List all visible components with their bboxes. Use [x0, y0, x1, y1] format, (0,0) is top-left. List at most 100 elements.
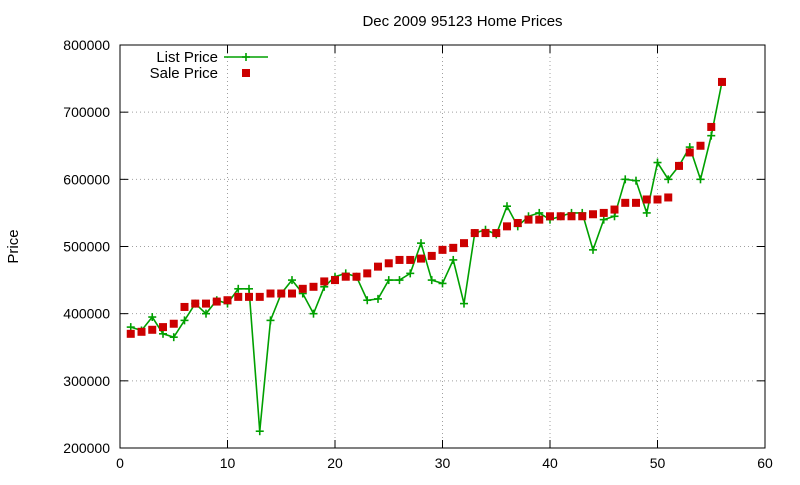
y-tick-label: 200000	[63, 440, 110, 456]
list-price-point	[589, 245, 597, 254]
sale-price-point	[309, 282, 318, 291]
list-price-line	[130, 81, 723, 432]
y-tick-label: 300000	[63, 373, 110, 389]
sale-price-point	[524, 215, 533, 224]
list-price-point	[266, 316, 275, 325]
legend-label: Sale Price	[150, 65, 218, 82]
list-price-point	[245, 284, 253, 293]
sale-price-point	[234, 292, 243, 301]
list-price-point	[621, 175, 630, 184]
sale-price-point	[599, 208, 608, 217]
y-tick-label: 600000	[63, 171, 110, 187]
list-price-point	[288, 276, 296, 285]
sale-price-point	[320, 277, 329, 286]
sale-price-point	[642, 195, 651, 204]
sale-price-point	[718, 77, 726, 86]
sale-price-point	[589, 210, 597, 219]
list-price-point	[180, 316, 189, 325]
list-price-point	[374, 294, 382, 303]
sale-price-point	[245, 292, 253, 301]
sale-price-point	[610, 205, 619, 214]
legend-plus-marker	[242, 53, 250, 61]
sale-price-point	[675, 161, 683, 170]
sale-price-point	[298, 284, 307, 293]
list-price-point	[363, 296, 372, 305]
list-price-point	[653, 158, 662, 167]
list-price-point	[707, 131, 716, 140]
list-price-point	[126, 323, 135, 332]
y-axis-label: Price	[5, 229, 22, 263]
sale-price-point	[223, 296, 232, 305]
y-tick-label: 800000	[63, 37, 110, 53]
sale-price-point	[417, 254, 425, 263]
sale-price-point	[363, 269, 372, 278]
sale-price-point	[384, 259, 393, 268]
list-price-point	[309, 309, 318, 318]
list-price-point	[395, 276, 404, 285]
sale-price-point	[212, 297, 221, 306]
x-tick-label: 60	[757, 455, 773, 471]
sale-price-point	[331, 276, 339, 285]
x-tick-label: 40	[542, 455, 558, 471]
legend-label: List Price	[156, 49, 218, 66]
x-tick-label: 20	[327, 455, 343, 471]
list-price-point	[417, 239, 425, 248]
list-price-point	[503, 202, 511, 211]
list-price-point	[610, 212, 619, 221]
list-price-point	[642, 208, 651, 217]
legend-square-marker	[242, 69, 250, 77]
y-tick-label: 500000	[63, 239, 110, 255]
sale-price-point	[266, 289, 275, 298]
x-tick-label: 50	[650, 455, 666, 471]
sale-price-point	[449, 243, 458, 252]
sale-price-point	[352, 272, 361, 281]
list-price-point	[427, 276, 436, 285]
sale-price-point	[406, 255, 415, 264]
list-price-point	[384, 276, 393, 285]
sale-price-point	[685, 148, 694, 157]
list-price-point	[406, 269, 415, 278]
sale-price-point	[180, 302, 189, 311]
sale-price-point	[556, 212, 565, 221]
list-price-point	[159, 329, 167, 338]
list-price-point	[449, 255, 458, 264]
sale-price-point	[159, 323, 167, 332]
sale-price-point	[126, 329, 135, 338]
sale-price-point	[460, 239, 468, 248]
sale-price-point	[255, 292, 264, 301]
list-price-point	[438, 279, 447, 288]
list-price-point	[599, 215, 608, 224]
sale-price-point	[137, 327, 146, 336]
list-price-point	[535, 208, 544, 217]
sale-price-point	[707, 122, 716, 131]
sale-price-point	[513, 218, 522, 227]
sale-price-point	[438, 245, 447, 254]
x-tick-label: 10	[220, 455, 236, 471]
list-price-point	[696, 175, 705, 184]
sale-price-point	[632, 198, 640, 207]
series-layer	[126, 77, 726, 436]
sale-price-point	[288, 289, 296, 298]
sale-price-point	[696, 141, 705, 150]
list-price-point	[202, 309, 210, 318]
list-price-point	[234, 284, 243, 293]
y-tick-label: 400000	[63, 306, 110, 322]
list-price-point	[632, 176, 640, 185]
sale-price-point	[481, 229, 490, 238]
sale-price-point	[191, 299, 200, 308]
sale-price-point	[621, 198, 630, 207]
x-tick-label: 30	[435, 455, 451, 471]
sale-price-point	[567, 212, 576, 221]
sale-price-point	[492, 229, 501, 238]
sale-price-point	[664, 193, 673, 202]
list-price-point	[255, 427, 264, 436]
sale-price-point	[374, 262, 382, 271]
sale-price-point	[202, 299, 210, 308]
sale-price-point	[470, 229, 479, 238]
y-tick-label: 700000	[63, 104, 110, 120]
sale-price-point	[503, 222, 511, 231]
sale-price-point	[427, 251, 436, 260]
